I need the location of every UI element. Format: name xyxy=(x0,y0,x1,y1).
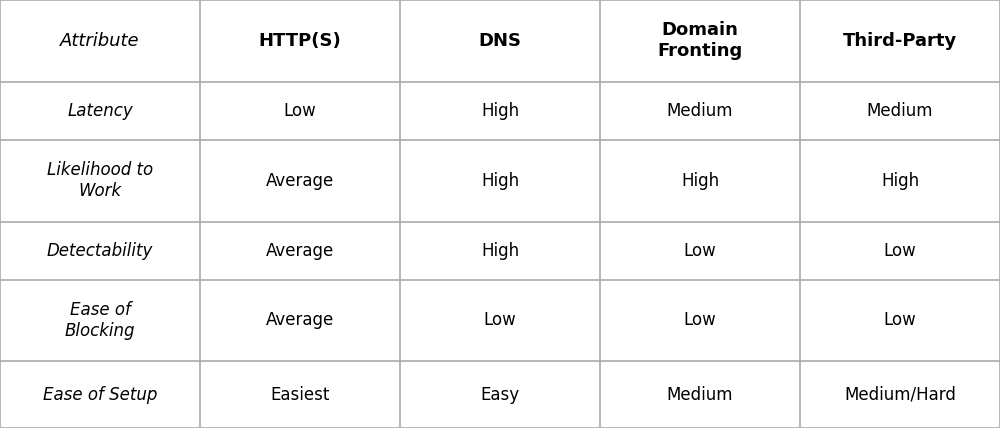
Text: DNS: DNS xyxy=(479,32,522,50)
Text: Average: Average xyxy=(266,312,334,330)
Text: Domain
Fronting: Domain Fronting xyxy=(657,21,743,60)
Text: Low: Low xyxy=(884,241,916,259)
Text: Easiest: Easiest xyxy=(270,386,330,404)
Text: High: High xyxy=(681,172,719,190)
Text: Average: Average xyxy=(266,241,334,259)
Text: Attribute: Attribute xyxy=(60,32,140,50)
Text: Ease of Setup: Ease of Setup xyxy=(43,386,157,404)
Text: High: High xyxy=(881,172,919,190)
Text: Medium: Medium xyxy=(667,386,733,404)
Text: Third-Party: Third-Party xyxy=(843,32,957,50)
Text: Medium: Medium xyxy=(867,102,933,120)
Text: Low: Low xyxy=(684,312,716,330)
Text: HTTP(S): HTTP(S) xyxy=(259,32,341,50)
Text: Low: Low xyxy=(884,312,916,330)
Text: Low: Low xyxy=(484,312,516,330)
Text: Medium/Hard: Medium/Hard xyxy=(844,386,956,404)
Text: High: High xyxy=(481,102,519,120)
Text: Detectability: Detectability xyxy=(47,241,153,259)
Text: Medium: Medium xyxy=(667,102,733,120)
Text: Ease of
Blocking: Ease of Blocking xyxy=(65,301,135,340)
Text: Low: Low xyxy=(684,241,716,259)
Text: High: High xyxy=(481,172,519,190)
Text: Latency: Latency xyxy=(67,102,133,120)
Text: Low: Low xyxy=(284,102,316,120)
Text: High: High xyxy=(481,241,519,259)
Text: Likelihood to
Work: Likelihood to Work xyxy=(47,161,153,200)
Text: Easy: Easy xyxy=(480,386,520,404)
Text: Average: Average xyxy=(266,172,334,190)
